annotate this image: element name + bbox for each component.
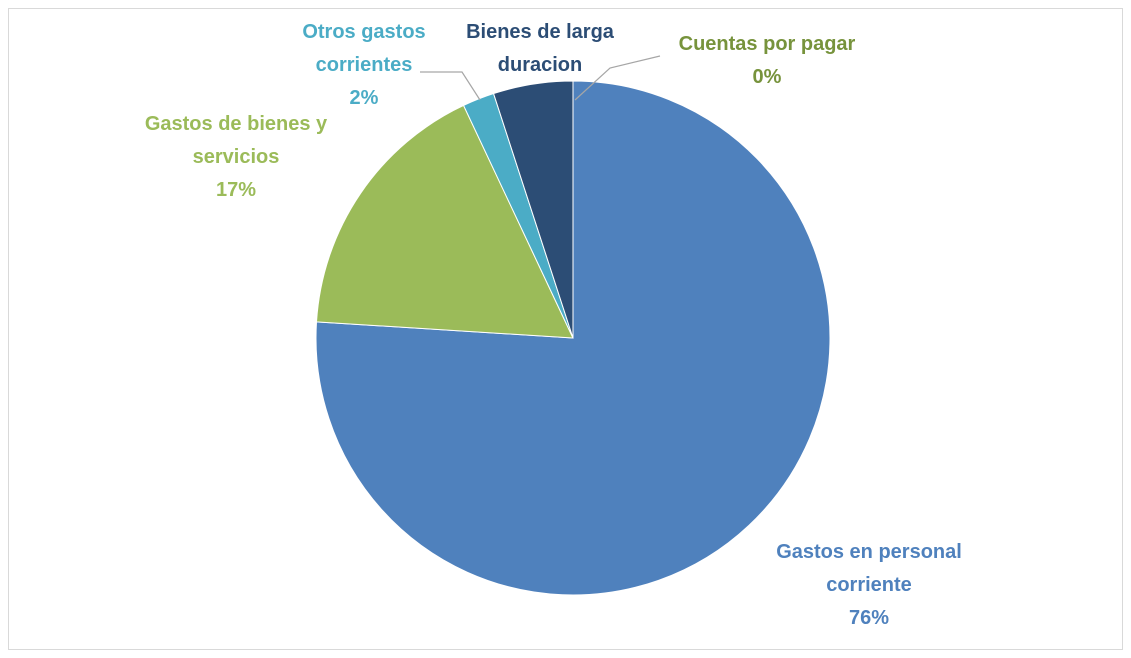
pie-slice [315,80,831,596]
data-label: Cuentas por pagar 0% [657,28,877,94]
leader-line [420,71,481,101]
value-label: 2% [349,87,379,109]
data-label: Gastos en personal corriente 76% [754,536,984,635]
data-label: Bienes de larga duracion [445,16,635,82]
category-label: Cuentas por pagar [678,33,856,55]
data-label: Otros gastos corrientes 2% [279,16,449,115]
pie-slice [315,104,574,339]
category-label: Gastos en personal corriente [776,541,962,596]
category-label: Otros gastos corrientes [302,21,426,76]
value-label: 76% [848,607,890,629]
category-label: Bienes de larga duracion [466,21,614,76]
category-label: Gastos de bienes y servicios [144,113,328,168]
leader-line [574,55,661,101]
pie-slice [492,80,574,339]
data-label: Gastos de bienes y servicios 17% [116,108,356,207]
value-label: 0% [752,66,782,88]
value-label: 17% [215,179,257,201]
